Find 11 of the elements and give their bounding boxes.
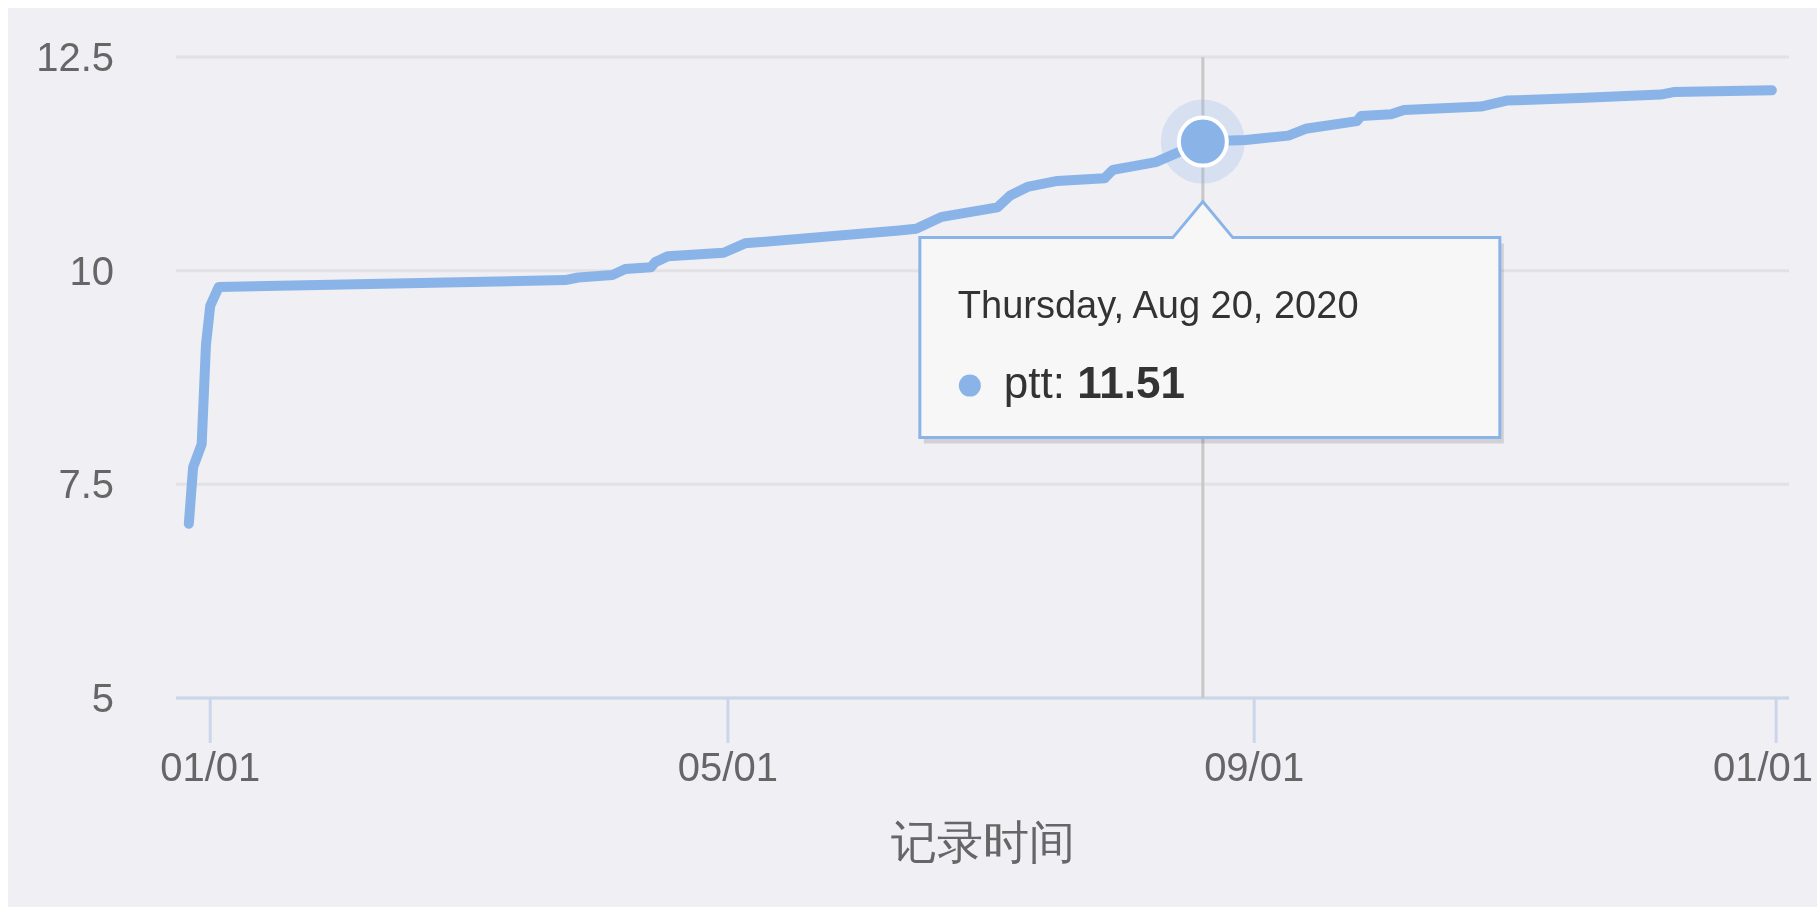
y-tick-label: 7.5 (58, 462, 114, 507)
annotation: ptt: 11.51 (1003, 357, 1185, 407)
x-tick-label: 01/01 (1712, 745, 1813, 789)
x-tick-label: 01/01 (160, 745, 261, 789)
y-tick-label: 5 (91, 676, 114, 720)
x-tick-label: 05/01 (677, 745, 778, 789)
x-tick-label: 09/01 (1204, 745, 1305, 789)
y-tick-label: 12.5 (36, 35, 114, 79)
x-axis-title: 记录时间 (890, 816, 1075, 868)
annotation: Thursday, Aug 20, 2020 (957, 283, 1359, 326)
y-tick-label: 10 (69, 248, 114, 293)
